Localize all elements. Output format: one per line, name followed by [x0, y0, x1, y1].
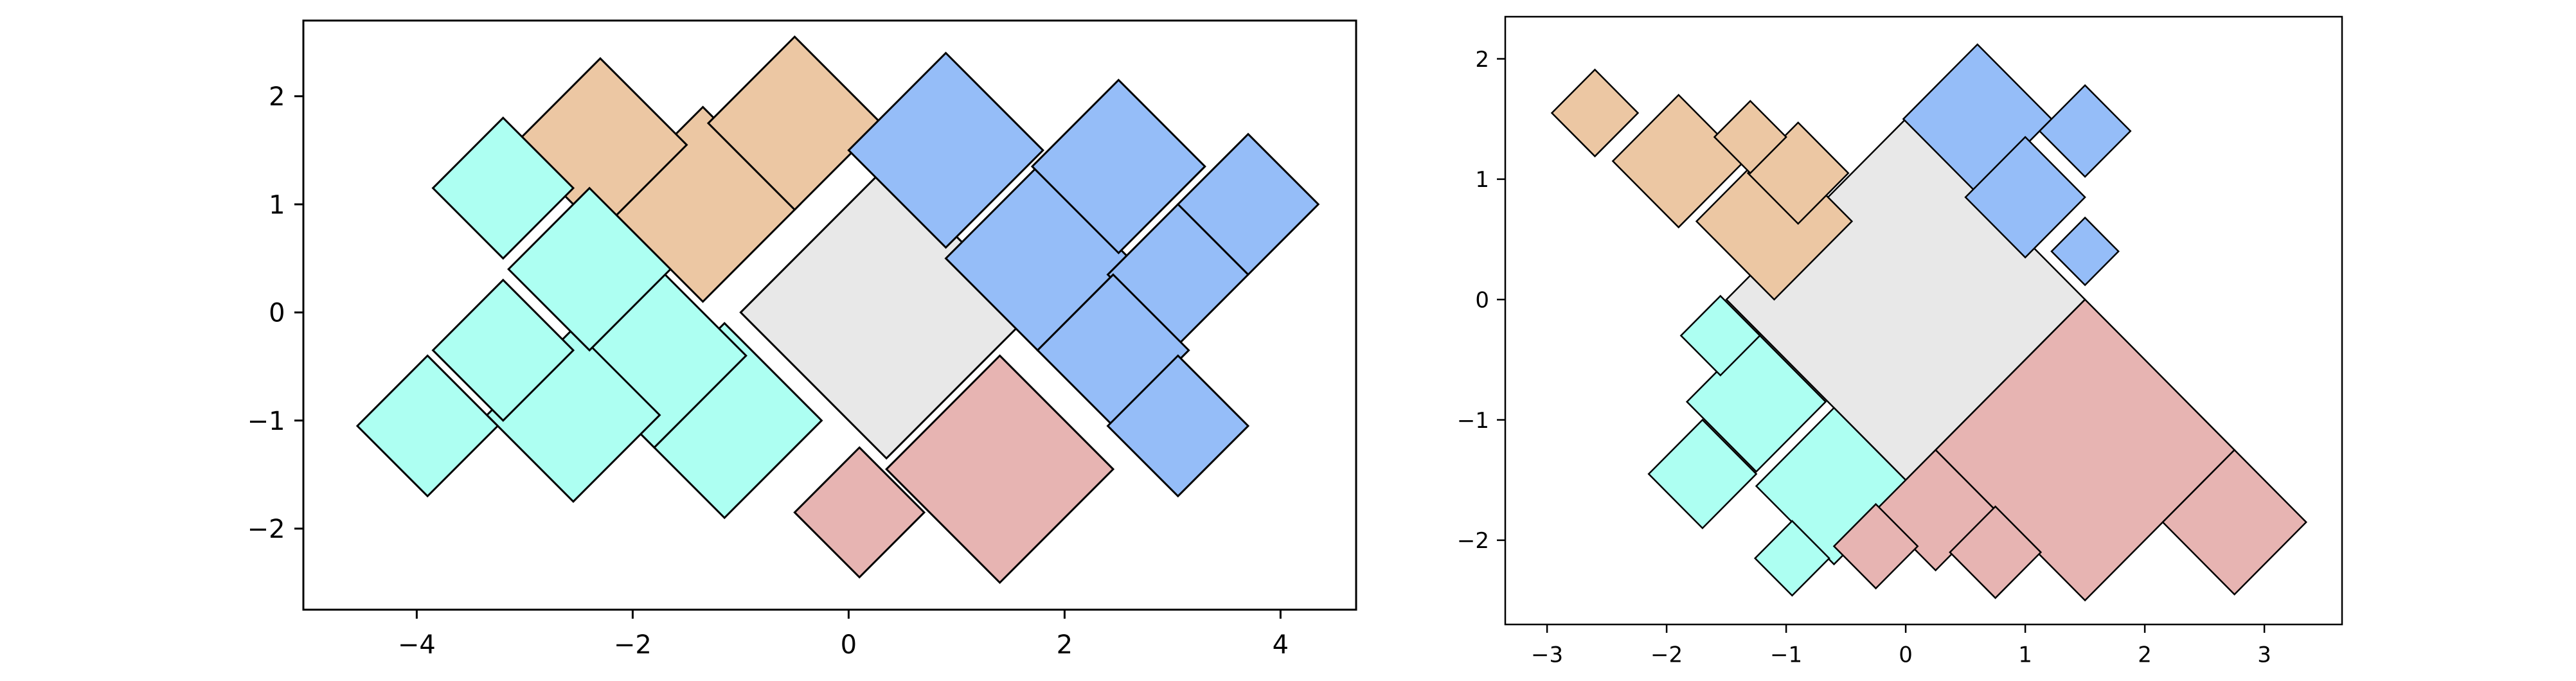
x-tick-label: −2 [1650, 642, 1683, 668]
x-tick-label: 3 [2257, 642, 2271, 668]
pink-square-17 [1949, 505, 2043, 599]
right-chart: −3 −2 −1 0 1 2 3 −2 −1 0 1 2 [1457, 15, 2343, 668]
plot-frame [1504, 15, 2343, 626]
x-tick-label: −3 [1531, 642, 1563, 668]
plot-frame [302, 19, 1357, 611]
y-tick-label: −2 [247, 515, 285, 544]
y-tick-label: 0 [269, 299, 285, 328]
blue-square-8 [2038, 84, 2132, 178]
blue-square-6 [1030, 78, 1206, 254]
y-tick-label: 0 [1475, 287, 1489, 313]
tiles [1550, 43, 2307, 602]
pink-square-19 [793, 446, 926, 579]
x-tick-label: 2 [1057, 630, 1073, 660]
cyan-square-16 [431, 278, 575, 422]
orange-square-4 [1713, 100, 1787, 175]
blue-square-7 [1964, 136, 2086, 259]
y-tick-label: −2 [1457, 528, 1489, 554]
cyan-square-17 [355, 354, 499, 498]
x-tick-label: 4 [1273, 630, 1289, 660]
y-tick-label: −1 [1457, 408, 1489, 434]
x-tick-label: −2 [614, 630, 652, 660]
y-tick-label: −1 [247, 407, 285, 436]
pink-square-19 [2161, 448, 2307, 596]
cyan-square-13 [1647, 418, 1758, 529]
orange-square-5 [1550, 68, 1640, 158]
orange-square-3 [706, 35, 882, 211]
y-tick-label: 1 [269, 190, 285, 220]
x-tick-label: 2 [2138, 642, 2152, 668]
pink-square-16 [1874, 448, 1997, 572]
y-tick-label: 1 [1475, 167, 1489, 193]
pink-square-18 [1832, 502, 1919, 590]
cyan-square-14 [1753, 520, 1830, 597]
x-tick-label: 0 [1899, 642, 1913, 668]
x-tick-label: −1 [1770, 642, 1802, 668]
left-chart: −4 −2 0 2 4 −2 −1 0 1 2 [247, 19, 1357, 660]
x-tick-label: −4 [398, 630, 436, 660]
x-tick-label: 0 [841, 630, 857, 660]
x-tick-label: 1 [2018, 642, 2032, 668]
cyan-square-15 [431, 116, 575, 260]
blue-square-10 [1106, 354, 1250, 498]
cyan-square-12 [1679, 294, 1761, 376]
cyan-square-14 [507, 186, 672, 352]
y-tick-label: 2 [269, 82, 285, 112]
pink-square-18 [885, 354, 1115, 585]
blue-square-9 [2050, 217, 2120, 287]
tiles [355, 35, 1320, 585]
y-tick-label: 2 [1475, 47, 1489, 73]
blue-square-4 [847, 51, 1044, 249]
